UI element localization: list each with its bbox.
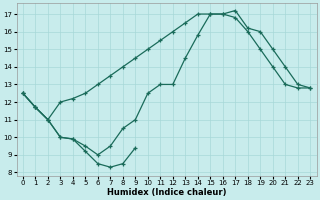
X-axis label: Humidex (Indice chaleur): Humidex (Indice chaleur) <box>107 188 226 197</box>
